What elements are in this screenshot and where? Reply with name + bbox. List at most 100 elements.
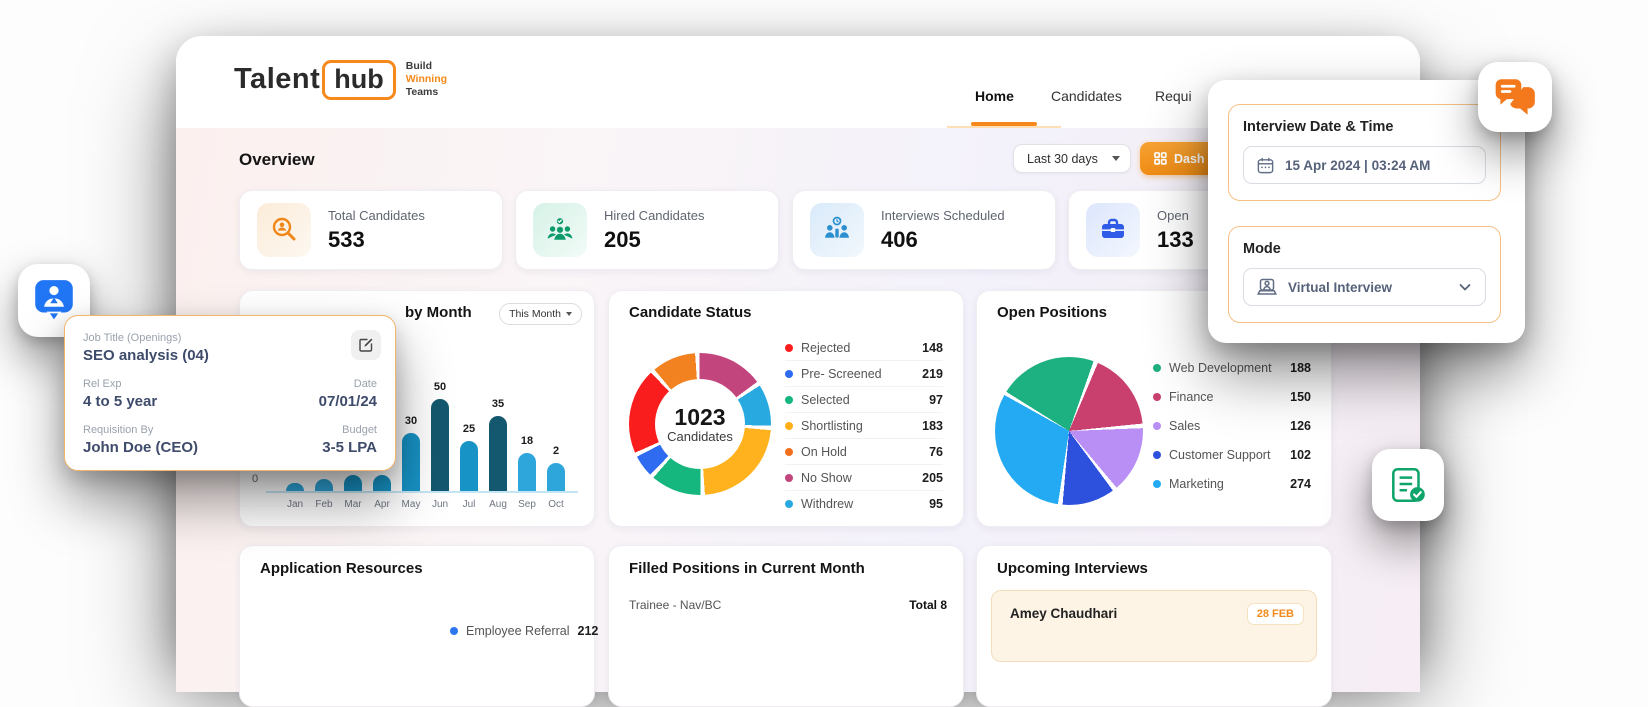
hired-group-check-icon [547, 218, 573, 240]
candidate-status-card: Candidate Status 1023 Candidates Rejecte… [608, 290, 964, 527]
date-value: 07/01/24 [318, 393, 377, 410]
bar-jun [431, 399, 449, 491]
filled-positions-title: Filled Positions in Current Month [629, 560, 865, 577]
legend-row: Sales 126 [1153, 411, 1311, 440]
legend-dot [785, 499, 793, 508]
edit-button[interactable] [351, 330, 381, 360]
bar-aug [489, 416, 507, 491]
stat-value: 406 [881, 227, 918, 252]
open-positions-pie [995, 357, 1143, 505]
page-title: Overview [239, 150, 315, 169]
nav-tab-home[interactable]: Home [975, 88, 1014, 104]
grid-icon [1154, 152, 1167, 165]
candidate-pin-chip [18, 264, 90, 337]
job-title-value: SEO analysis (04) [83, 347, 209, 364]
bar-value-oct: 2 [552, 445, 560, 457]
application-resources-card: Application Resources Employee Referral … [239, 545, 598, 707]
bar-sep [518, 453, 536, 491]
talenthub-logo[interactable]: Talent hub Build Winning Teams [234, 60, 448, 100]
nav-tab-requisitions[interactable]: Requi [1155, 88, 1192, 104]
candidate-status-donut: 1023 Candidates [629, 353, 771, 495]
legend-row: Customer Support 102 [1153, 440, 1311, 469]
chevron-down-icon [1112, 156, 1120, 161]
donut-total-label: Candidates [667, 428, 733, 444]
application-resources-title: Application Resources [260, 560, 423, 577]
interview-mode-value: Virtual Interview [1288, 279, 1393, 295]
legend-dot [785, 447, 793, 456]
stat-label: Interviews Scheduled [881, 208, 1005, 223]
nav-tab-candidates[interactable]: Candidates [1051, 88, 1122, 104]
resume-check-chip [1372, 449, 1444, 521]
interview-mode-select[interactable]: Virtual Interview [1243, 268, 1486, 306]
legend-row: No Show 205 [785, 465, 943, 491]
bar-jan [286, 483, 304, 491]
legend-row: Shortlisting 183 [785, 413, 943, 439]
interview-mode-section: Mode Virtual Interview [1228, 226, 1501, 323]
x-axis-baseline [266, 491, 578, 493]
legend-row: Finance 150 [1153, 382, 1311, 411]
bar-chart-title: by Month [405, 304, 472, 321]
interviewee-name: Amey Chaudhari [1010, 606, 1118, 621]
x-tick-mar: Mar [344, 499, 362, 510]
interview-mode-title: Mode [1243, 241, 1281, 257]
dashboard-button-label: Dash [1174, 151, 1205, 166]
bar-oct [547, 463, 565, 491]
bar-value-sep: 18 [520, 435, 534, 447]
bar-value-jul: 25 [462, 423, 476, 435]
logo-text: Talent hub [234, 60, 396, 100]
resume-check-icon [1392, 467, 1425, 503]
interview-schedule-panel: Interview Date & Time 15 Apr 2024 | 03:2… [1208, 80, 1525, 343]
bar-apr [373, 475, 391, 491]
bar-chart-filter-dropdown[interactable]: This Month [499, 303, 582, 325]
legend-dot [785, 421, 793, 430]
active-tab-underline [971, 122, 1037, 126]
requisition-by-value: John Doe (CEO) [83, 439, 198, 456]
open-positions-legend: Web Development 188 Finance 150 Sales 126 C… [1153, 353, 1311, 498]
bar-jul [460, 441, 478, 491]
x-tick-sep: Sep [518, 499, 536, 510]
stat-value: 533 [328, 227, 365, 252]
legend-dot [1153, 363, 1161, 372]
interview-date-badge: 28 FEB [1246, 603, 1304, 625]
x-tick-feb: Feb [315, 499, 333, 510]
date-label: Date [353, 378, 377, 390]
edit-pencil-icon [359, 338, 373, 352]
stat-value: 205 [604, 227, 641, 252]
candidate-pin-icon [35, 279, 73, 322]
interview-list-item[interactable]: Amey Chaudhari 28 FEB [991, 590, 1317, 662]
legend-dot [785, 369, 793, 378]
bar-value-jun: 50 [433, 381, 447, 393]
bar-chart-filter-value: This Month [509, 308, 561, 320]
date-range-value: Last 30 days [1027, 151, 1098, 166]
calendar-icon [1257, 157, 1274, 173]
legend-row: Marketing 274 [1153, 469, 1311, 498]
donut-total: 1023 [674, 403, 726, 430]
stat-icon-tile [257, 203, 311, 257]
rel-exp-value: 4 to 5 year [83, 393, 158, 410]
chevron-down-icon [566, 312, 572, 316]
candidate-search-icon [272, 217, 296, 241]
filled-position-total: Total 8 [909, 598, 947, 612]
legend-dot [1153, 421, 1161, 430]
legend-dot [785, 343, 793, 352]
date-range-dropdown[interactable]: Last 30 days [1013, 144, 1131, 173]
chevron-down-icon [1459, 284, 1471, 291]
stat-label: Hired Candidates [604, 208, 705, 223]
donut-center: 1023 Candidates [655, 379, 745, 469]
chat-launcher-chip[interactable] [1478, 62, 1552, 132]
stat-card-interviews-scheduled: Interviews Scheduled 406 [792, 190, 1056, 270]
legend-row: Pre- Screened 219 [785, 361, 943, 387]
bar-mar [344, 475, 362, 491]
logo-tagline: Build Winning Teams [405, 60, 448, 98]
x-tick-jul: Jul [462, 499, 476, 510]
open-positions-title: Open Positions [997, 304, 1108, 321]
y-axis-tick-0: 0 [252, 473, 259, 485]
briefcase-icon [1102, 218, 1124, 238]
filled-positions-card: Filled Positions in Current Month Traine… [608, 545, 964, 707]
chat-bubbles-icon [1495, 79, 1535, 115]
interview-datetime-input[interactable]: 15 Apr 2024 | 03:24 AM [1243, 146, 1486, 184]
interview-datetime-title: Interview Date & Time [1243, 119, 1394, 135]
stat-label: Total Candidates [328, 208, 425, 223]
legend-dot [785, 395, 793, 404]
filled-position-row-label: Trainee - Nav/BC [629, 598, 722, 612]
